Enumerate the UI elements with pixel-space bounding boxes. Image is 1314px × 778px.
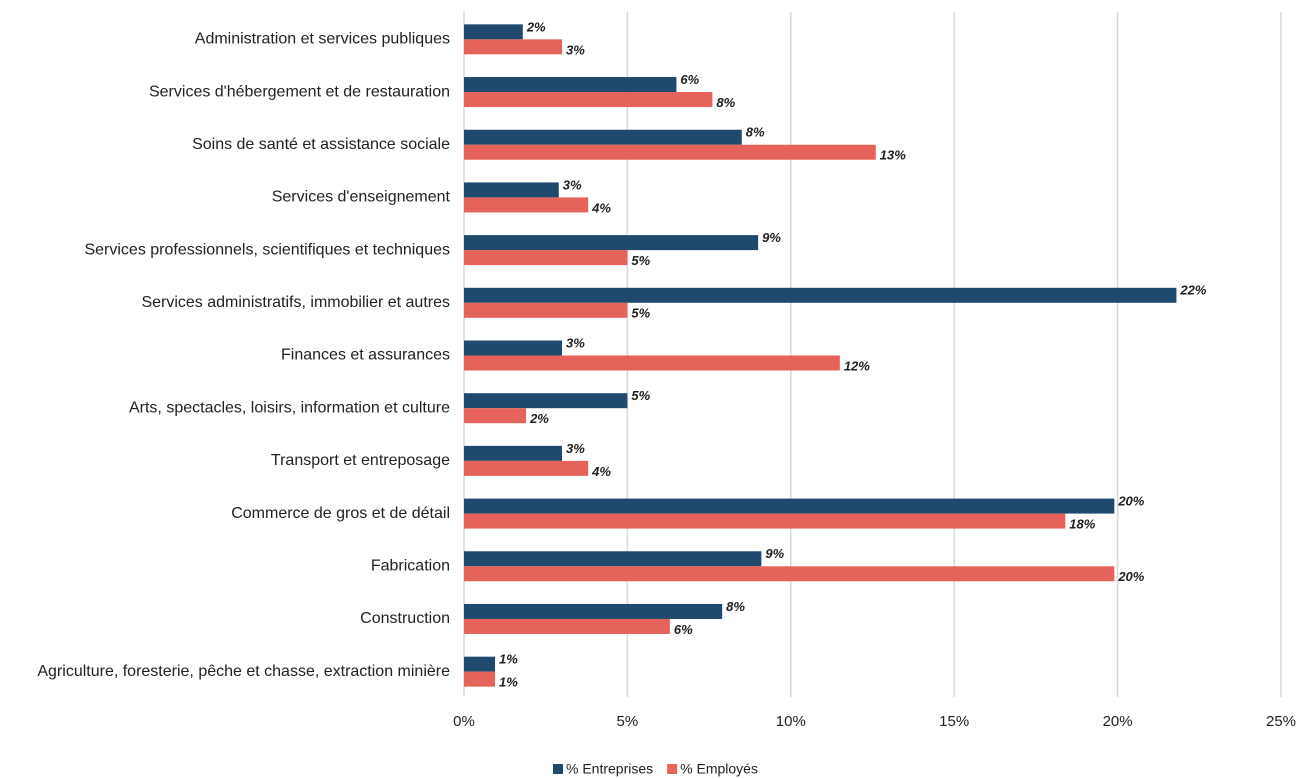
value-label: 2% — [529, 411, 549, 426]
value-label: 8% — [716, 95, 735, 110]
value-label: 18% — [1069, 517, 1095, 532]
category-label: Construction — [360, 610, 450, 627]
legend-label: % Entreprises — [566, 761, 653, 777]
bar — [464, 144, 876, 160]
bar — [464, 618, 670, 634]
legend-label: % Employés — [680, 761, 758, 777]
legend-swatch — [667, 764, 678, 774]
legend-swatch — [553, 764, 563, 774]
x-tick-label: 5% — [617, 713, 639, 730]
value-label: 8% — [726, 599, 745, 614]
category-label: Services d'enseignement — [272, 189, 451, 206]
bar — [464, 513, 1066, 529]
value-label: 12% — [844, 358, 870, 373]
category-label: Services d'hébergement et de restauratio… — [149, 83, 450, 100]
value-label: 5% — [631, 388, 650, 403]
value-label: 9% — [765, 546, 784, 561]
value-label: 20% — [1117, 569, 1144, 584]
value-label: 3% — [566, 441, 585, 456]
bar — [464, 656, 496, 672]
value-label: 2% — [526, 19, 546, 34]
bar — [464, 287, 1177, 303]
bar — [464, 92, 713, 108]
category-label: Finances et assurances — [281, 347, 450, 364]
bar — [464, 408, 527, 424]
value-label: 4% — [591, 464, 611, 479]
bar — [464, 340, 563, 356]
bar — [464, 182, 559, 198]
category-label: Soins de santé et assistance sociale — [192, 136, 450, 153]
value-label: 5% — [631, 253, 650, 268]
bar — [464, 302, 628, 318]
category-label: Services administratifs, immobilier et a… — [141, 294, 450, 311]
bar — [464, 129, 742, 145]
category-label: Services professionnels, scientifiques e… — [84, 241, 450, 258]
bar — [464, 671, 496, 687]
value-label: 5% — [631, 306, 650, 321]
value-label: 1% — [499, 652, 518, 667]
value-label: 6% — [680, 72, 699, 87]
value-label: 1% — [499, 675, 518, 690]
x-tick-label: 0% — [453, 713, 475, 730]
value-label: 3% — [566, 335, 585, 350]
x-tick-label: 15% — [939, 713, 969, 730]
value-label: 6% — [674, 622, 693, 637]
bar — [464, 603, 723, 619]
x-tick-label: 25% — [1266, 713, 1296, 730]
bar — [464, 445, 563, 461]
value-label: 3% — [563, 177, 582, 192]
value-label: 4% — [591, 200, 611, 215]
value-label: 9% — [762, 230, 781, 245]
bar — [464, 460, 589, 476]
bar — [464, 250, 628, 266]
value-label: 20% — [1117, 494, 1144, 509]
bar — [464, 235, 759, 251]
category-label: Commerce de gros et de détail — [231, 505, 450, 522]
value-label: 8% — [746, 125, 765, 140]
value-label: 13% — [880, 148, 906, 163]
bar — [464, 551, 762, 567]
category-label: Fabrication — [371, 557, 450, 574]
category-label: Transport et entreposage — [271, 452, 450, 469]
bar — [464, 393, 628, 409]
category-label: Administration et services publiques — [195, 31, 450, 48]
x-tick-label: 20% — [1103, 713, 1133, 730]
value-label: 3% — [566, 42, 585, 57]
x-tick-label: 10% — [776, 713, 806, 730]
category-label: Agriculture, foresterie, pêche et chasse… — [37, 663, 450, 680]
bar — [464, 39, 563, 55]
bar — [464, 24, 523, 40]
bar — [464, 355, 840, 371]
bar — [464, 197, 589, 213]
value-label: 22% — [1179, 283, 1206, 298]
bar — [464, 498, 1115, 514]
bar — [464, 566, 1115, 582]
bar — [464, 77, 677, 93]
category-label: Arts, spectacles, loisirs, information e… — [129, 399, 450, 416]
